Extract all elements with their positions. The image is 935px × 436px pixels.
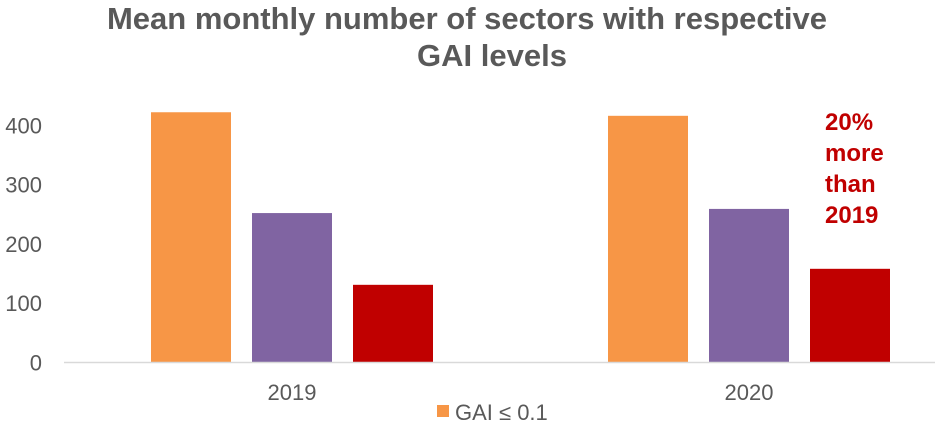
y-tick-label: 0 [30, 351, 42, 376]
annotation: 20% more than 2019 [825, 109, 884, 229]
legend: GAI ≤ 0.1 [437, 400, 548, 425]
annotation-line: 2019 [825, 202, 878, 229]
bar-2019-series-2 [252, 213, 332, 363]
bar-2020-series-2 [709, 208, 789, 363]
annotation-line: more [825, 140, 884, 167]
y-tick-label: 100 [5, 291, 42, 316]
bar-2020-series-1 [608, 115, 688, 363]
annotation-line: 20% [825, 109, 873, 136]
bar-2019-series-1 [151, 112, 231, 363]
legend-swatch [437, 405, 449, 417]
chart-title-line-2: GAI levels [417, 38, 567, 73]
bar-2019-series-3 [353, 284, 433, 363]
bar-2020-series-3 [810, 268, 890, 363]
chart-title-line-1: Mean monthly number of sectors with resp… [107, 1, 827, 36]
x-tick-label: 2019 [268, 380, 317, 405]
legend-label: GAI ≤ 0.1 [455, 400, 548, 425]
annotation-line: than [825, 171, 876, 198]
y-tick-label: 400 [5, 113, 42, 138]
y-tick-label: 300 [5, 173, 42, 198]
y-tick-label: 200 [5, 232, 42, 257]
x-tick-label: 2020 [725, 380, 774, 405]
